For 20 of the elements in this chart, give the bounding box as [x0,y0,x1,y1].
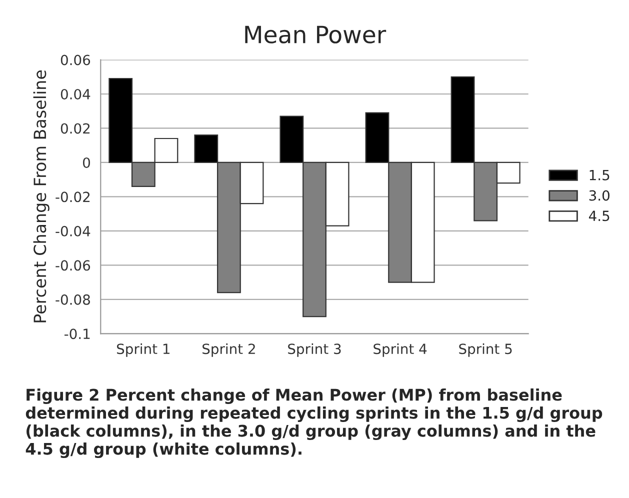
x-tick-label: Sprint 5 [459,343,512,357]
legend-label: 1.5 [590,170,610,180]
y-axis-title: Percent Change From Baseline [33,70,50,322]
legend-label: 3.0 [589,190,610,201]
x-tick-label: Sprint 3 [288,343,341,357]
legend-label: 4.5 [588,210,610,222]
caption: Figure 2 Percent change of Mean Power (MP) from baseline determined during repeated cycling sprints in the 1.5 g/d group (black columns), in the 3.0 g/d group (gray columns) and in the 4.5 g/d group (white columns). [26,388,602,458]
x-tick-label: Sprint 1 [116,343,170,357]
y-tick-label: 0.06 [60,54,90,66]
y-tick-label: -0.04 [56,226,90,236]
y-tick-label: 0.02 [60,123,90,134]
x-tick-label: Sprint 2 [202,343,255,357]
y-tick-label: -0.1 [64,328,90,340]
y-tick-label: 0.04 [60,88,90,100]
y-tick-label: 0 [82,157,90,168]
y-tick-label: -0.06 [56,260,90,271]
chart-title: Mean Power [245,26,386,44]
x-tick-label: Sprint 4 [374,343,427,357]
y-tick-label: -0.02 [56,192,90,202]
y-tick-label: -0.08 [56,294,90,305]
